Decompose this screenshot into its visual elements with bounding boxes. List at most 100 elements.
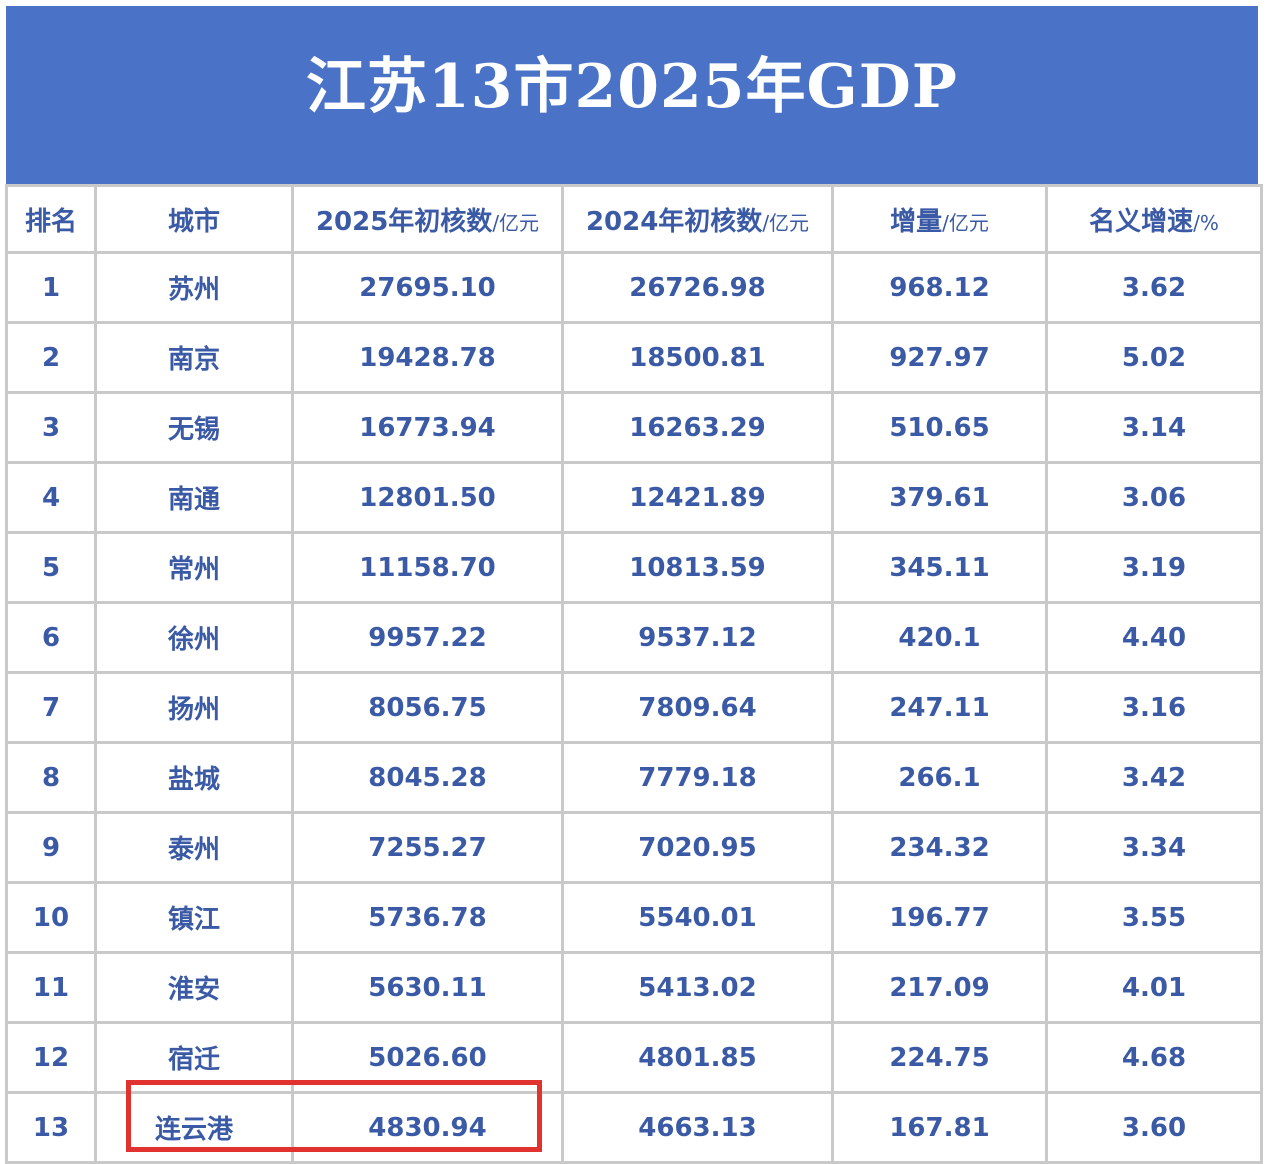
table-row: 1 苏州 27695.10 26726.98 968.12 3.62 xyxy=(5,251,1263,324)
gdp-2025-cell: 12801.50 xyxy=(291,461,564,534)
growth-cell: 3.62 xyxy=(1045,251,1263,324)
header-gdp-2024: 2024年初核数/亿元 xyxy=(561,184,834,254)
city-cell: 常州 xyxy=(94,531,294,604)
rank-cell: 8 xyxy=(5,741,97,814)
city-cell: 徐州 xyxy=(94,601,294,674)
rank-cell: 7 xyxy=(5,671,97,744)
city-cell: 南通 xyxy=(94,461,294,534)
header-growth-unit: /% xyxy=(1193,210,1219,235)
city-cell: 盐城 xyxy=(94,741,294,814)
gdp-2024-cell: 10813.59 xyxy=(561,531,834,604)
table-row: 8 盐城 8045.28 7779.18 266.1 3.42 xyxy=(5,741,1263,814)
growth-cell: 3.19 xyxy=(1045,531,1263,604)
gdp-2024-cell: 5413.02 xyxy=(561,951,834,1024)
header-gdp-2025-unit: /亿元 xyxy=(492,210,540,235)
header-increase: 增量/亿元 xyxy=(831,184,1048,254)
gdp-2024-cell: 18500.81 xyxy=(561,321,834,394)
table-row: 6 徐州 9957.22 9537.12 420.1 4.40 xyxy=(5,601,1263,674)
gdp-2025-cell: 5736.78 xyxy=(291,881,564,954)
growth-cell: 3.42 xyxy=(1045,741,1263,814)
city-cell: 扬州 xyxy=(94,671,294,744)
gdp-2024-cell: 9537.12 xyxy=(561,601,834,674)
growth-cell: 3.34 xyxy=(1045,811,1263,884)
header-rank-label: 排名 xyxy=(24,206,77,237)
rank-cell: 9 xyxy=(5,811,97,884)
gdp-2024-cell: 7809.64 xyxy=(561,671,834,744)
highlight-box xyxy=(126,1080,542,1152)
header-city: 城市 xyxy=(94,184,294,254)
table-row: 3 无锡 16773.94 16263.29 510.65 3.14 xyxy=(5,391,1263,464)
growth-cell: 4.68 xyxy=(1045,1021,1263,1094)
gdp-2025-cell: 5630.11 xyxy=(291,951,564,1024)
table-row: 5 常州 11158.70 10813.59 345.11 3.19 xyxy=(5,531,1263,604)
increase-cell: 968.12 xyxy=(831,251,1048,324)
gdp-2024-cell: 7779.18 xyxy=(561,741,834,814)
growth-cell: 3.06 xyxy=(1045,461,1263,534)
growth-cell: 3.60 xyxy=(1045,1091,1263,1164)
table-row: 10 镇江 5736.78 5540.01 196.77 3.55 xyxy=(5,881,1263,954)
gdp-2025-cell: 8056.75 xyxy=(291,671,564,744)
increase-cell: 510.65 xyxy=(831,391,1048,464)
city-cell: 苏州 xyxy=(94,251,294,324)
table-row: 7 扬州 8056.75 7809.64 247.11 3.16 xyxy=(5,671,1263,744)
increase-cell: 266.1 xyxy=(831,741,1048,814)
rank-cell: 3 xyxy=(5,391,97,464)
title-banner: 江苏13市2025年GDP xyxy=(6,6,1258,184)
increase-cell: 379.61 xyxy=(831,461,1048,534)
gdp-2024-cell: 4663.13 xyxy=(561,1091,834,1164)
table-row: 11 淮安 5630.11 5413.02 217.09 4.01 xyxy=(5,951,1263,1024)
header-increase-unit: /亿元 xyxy=(942,210,989,235)
gdp-2024-cell: 7020.95 xyxy=(561,811,834,884)
gdp-2024-cell: 12421.89 xyxy=(561,461,834,534)
gdp-table: 排名 城市 2025年初核数/亿元 2024年初核数/亿元 增量/亿元 名义增速… xyxy=(5,184,1263,1164)
table-row: 2 南京 19428.78 18500.81 927.97 5.02 xyxy=(5,321,1263,394)
city-cell: 泰州 xyxy=(94,811,294,884)
gdp-2024-cell: 26726.98 xyxy=(561,251,834,324)
city-cell: 无锡 xyxy=(94,391,294,464)
header-gdp-2025-label: 2025年初核数 xyxy=(315,206,493,237)
increase-cell: 927.97 xyxy=(831,321,1048,394)
city-cell: 南京 xyxy=(94,321,294,394)
increase-cell: 224.75 xyxy=(831,1021,1048,1094)
table-row: 9 泰州 7255.27 7020.95 234.32 3.34 xyxy=(5,811,1263,884)
header-city-label: 城市 xyxy=(167,206,220,237)
gdp-2025-cell: 9957.22 xyxy=(291,601,564,674)
header-growth: 名义增速/% xyxy=(1045,184,1263,254)
header-gdp-2025: 2025年初核数/亿元 xyxy=(291,184,564,254)
header-gdp-2024-label: 2024年初核数 xyxy=(585,206,763,237)
growth-cell: 4.40 xyxy=(1045,601,1263,674)
increase-cell: 420.1 xyxy=(831,601,1048,674)
increase-cell: 345.11 xyxy=(831,531,1048,604)
growth-cell: 3.55 xyxy=(1045,881,1263,954)
rank-cell: 2 xyxy=(5,321,97,394)
growth-cell: 3.16 xyxy=(1045,671,1263,744)
increase-cell: 217.09 xyxy=(831,951,1048,1024)
rank-cell: 12 xyxy=(5,1021,97,1094)
gdp-2024-cell: 16263.29 xyxy=(561,391,834,464)
growth-cell: 4.01 xyxy=(1045,951,1263,1024)
city-cell: 淮安 xyxy=(94,951,294,1024)
increase-cell: 234.32 xyxy=(831,811,1048,884)
table-row: 12 宿迁 5026.60 4801.85 224.75 4.68 xyxy=(5,1021,1263,1094)
gdp-2025-cell: 8045.28 xyxy=(291,741,564,814)
increase-cell: 196.77 xyxy=(831,881,1048,954)
page-title: 江苏13市2025年GDP xyxy=(306,52,958,122)
table-body: 1 苏州 27695.10 26726.98 968.12 3.62 2 南京 19428.78… xyxy=(5,251,1263,1164)
city-cell: 镇江 xyxy=(94,881,294,954)
header-gdp-2024-unit: /亿元 xyxy=(762,210,810,235)
gdp-2025-cell: 16773.94 xyxy=(291,391,564,464)
table-row: 4 南通 12801.50 12421.89 379.61 3.06 xyxy=(5,461,1263,534)
table-row: 13 连云港 4830.94 4663.13 167.81 3.60 xyxy=(5,1091,1263,1164)
gdp-2025-cell: 11158.70 xyxy=(291,531,564,604)
growth-cell: 5.02 xyxy=(1045,321,1263,394)
rank-cell: 6 xyxy=(5,601,97,674)
gdp-2025-cell: 19428.78 xyxy=(291,321,564,394)
table-header-row: 排名 城市 2025年初核数/亿元 2024年初核数/亿元 增量/亿元 名义增速… xyxy=(5,184,1263,254)
header-growth-label: 名义增速 xyxy=(1089,206,1194,237)
increase-cell: 247.11 xyxy=(831,671,1048,744)
rank-cell: 5 xyxy=(5,531,97,604)
gdp-2024-cell: 5540.01 xyxy=(561,881,834,954)
rank-cell: 1 xyxy=(5,251,97,324)
header-increase-label: 增量 xyxy=(890,206,943,237)
gdp-2024-cell: 4801.85 xyxy=(561,1021,834,1094)
